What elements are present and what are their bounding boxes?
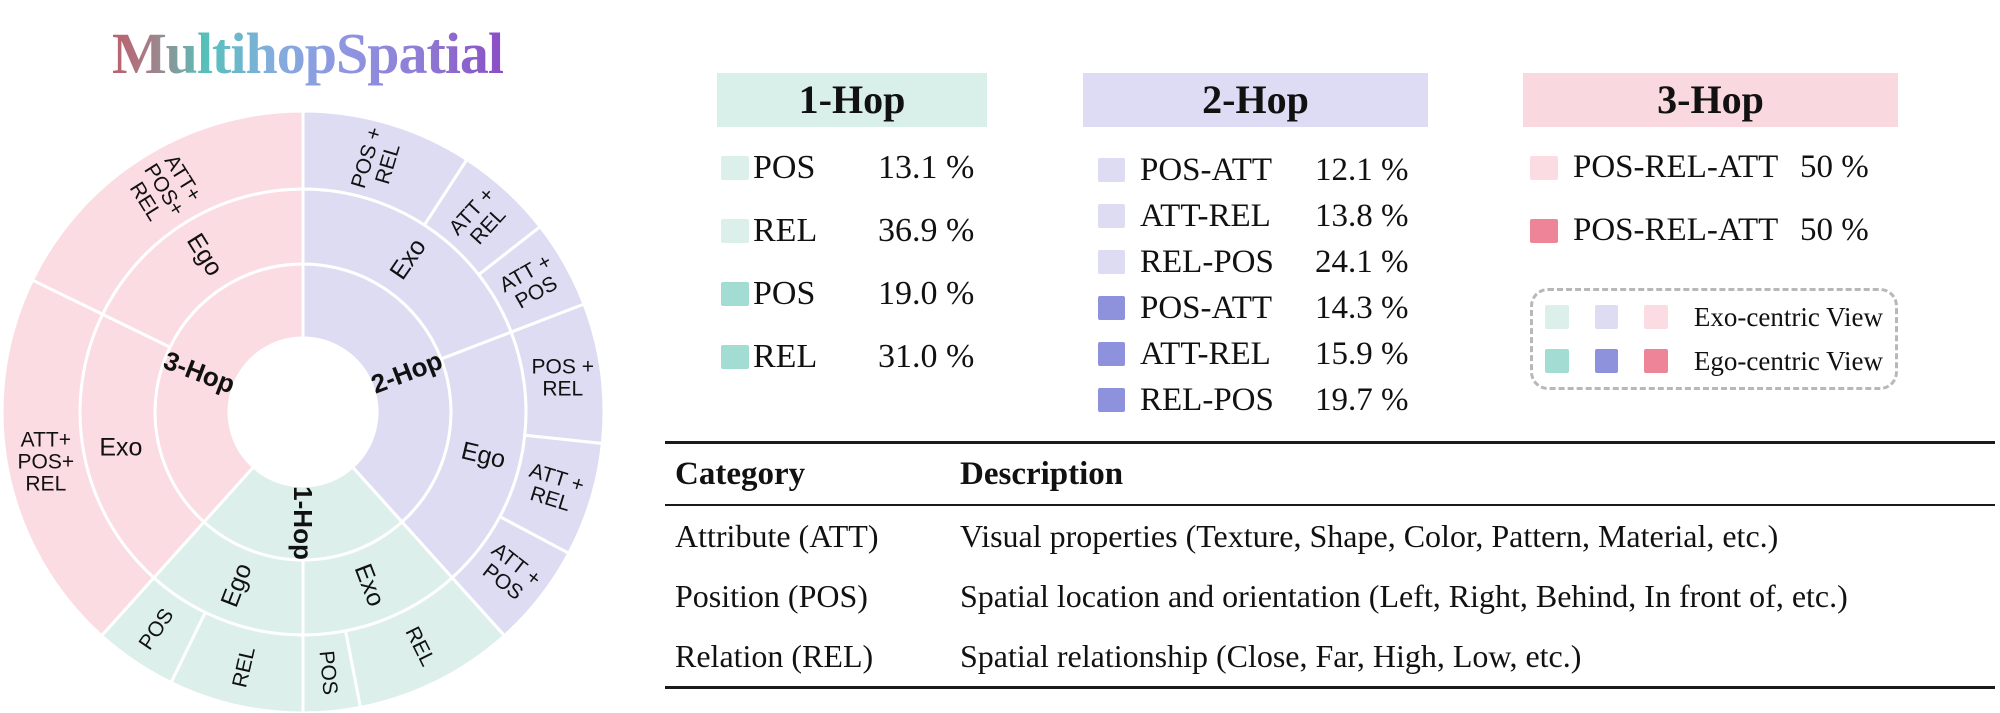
legend-item-label: REL-POS — [1140, 243, 1274, 280]
legend-item: REL 36.9 % — [717, 199, 974, 262]
color-swatch — [1098, 204, 1125, 228]
legend-item-label: ATT-REL — [1140, 335, 1271, 372]
exo-lavender-swatch — [1594, 305, 1619, 329]
ego-rose-swatch — [1644, 349, 1668, 373]
legend-item: ATT-REL 13.8 % — [1083, 193, 1409, 239]
sunburst-3-hop-exo-label: Exo — [99, 433, 142, 461]
legend-header-2hop: 2-Hop — [1083, 73, 1428, 127]
legend-item-label: POS-ATT — [1140, 289, 1273, 326]
legend-item-value: 15.9 % — [1315, 335, 1409, 372]
sunburst-2-hop-ego-pos-rel-label: POS + REL — [532, 355, 594, 400]
legend-item-value: 12.1 % — [1315, 151, 1409, 188]
table-row: Relation (REL) Spatial relationship (Clo… — [665, 626, 1995, 686]
legend-item-value: 19.7 % — [1315, 381, 1409, 418]
legend-item: ATT-REL 15.9 % — [1083, 331, 1409, 377]
legend-item: REL-POS 19.7 % — [1083, 377, 1409, 423]
legend-item-label: POS-REL-ATT — [1573, 149, 1779, 185]
exo-mint-swatch — [1545, 305, 1569, 329]
legend-item-label: REL — [753, 211, 818, 249]
ego-teal-swatch — [1545, 349, 1569, 373]
legend-item: POS-ATT 14.3 % — [1083, 285, 1409, 331]
legend-item-label: POS-REL-ATT — [1573, 212, 1779, 248]
legend-item-label: POS — [753, 148, 816, 186]
color-swatch — [1098, 388, 1125, 412]
legend-item-value: 24.1 % — [1315, 243, 1409, 280]
table-rule-header — [665, 504, 1995, 506]
legend-item-value: 31.0 % — [878, 337, 975, 375]
legend-item-label: ATT-REL — [1140, 197, 1271, 234]
table-cell-category: Attribute (ATT) — [675, 518, 879, 554]
color-swatch — [1098, 342, 1125, 366]
color-swatch — [1098, 296, 1125, 320]
view-legend-label: Ego-centric View — [1693, 345, 1883, 376]
legend-item-label: POS-ATT — [1140, 151, 1273, 188]
view-legend-row-ego: Ego-centric View — [1545, 339, 1883, 383]
ego-periwinkle-swatch — [1594, 349, 1619, 373]
table-cell-description: Visual properties (Texture, Shape, Color… — [960, 518, 1779, 554]
sunburst-3-hop-ego-att-pos-rel — [30, 109, 305, 317]
table-header-description: Description — [960, 456, 1124, 492]
exo-pink-swatch — [1644, 305, 1668, 329]
table-cell-category: Position (POS) — [675, 578, 868, 614]
legend-header-3hop: 3-Hop — [1523, 73, 1898, 127]
color-swatch — [1530, 155, 1558, 180]
color-swatch — [721, 281, 749, 306]
table-cell-category: Relation (REL) — [675, 638, 874, 674]
sunburst-1-hop-exo-pos-label: POS — [315, 650, 342, 696]
category-table: Category Description Attribute (ATT) Vis… — [665, 441, 1995, 689]
legend-item: POS 19.0 % — [717, 262, 974, 325]
legend-item-value: 36.9 % — [878, 211, 975, 249]
legend-item-value: 13.8 % — [1315, 197, 1409, 234]
legend-header-1hop: 1-Hop — [717, 73, 987, 127]
table-row: Attribute (ATT) Visual properties (Textu… — [665, 506, 1995, 566]
color-swatch — [721, 155, 749, 180]
color-swatch — [721, 218, 749, 243]
legend-item-value: 19.0 % — [878, 274, 975, 312]
view-legend-box: Exo-centric View Ego-centric View — [1530, 288, 1898, 390]
view-legend-row-exo: Exo-centric View — [1545, 295, 1883, 339]
legend-item-label: POS — [753, 274, 816, 312]
legend-item: POS-ATT 12.1 % — [1083, 147, 1409, 193]
page-title: MultihopSpatial — [85, 20, 530, 87]
legend-item-label: REL-POS — [1140, 381, 1274, 418]
table-row: Position (POS) Spatial location and orie… — [665, 566, 1995, 626]
color-swatch — [1098, 250, 1125, 274]
legend-item-value: 50 % — [1800, 212, 1869, 248]
table-header-row: Category Description — [665, 444, 1995, 504]
legend-item-value: 14.3 % — [1315, 289, 1409, 326]
table-header-category: Category — [675, 456, 806, 492]
table-rule-top — [665, 441, 1995, 444]
legend-item-value: 13.1 % — [878, 148, 975, 186]
legend-item: REL 31.0 % — [717, 325, 974, 388]
table-rule-bottom — [665, 686, 1995, 689]
legend-item-label: REL — [753, 337, 818, 375]
color-swatch — [1098, 158, 1125, 182]
color-swatch — [1530, 218, 1558, 243]
sunburst-1-hop-label: 1-Hop — [288, 486, 318, 560]
legend-item: POS-REL-ATT 50 % — [1523, 136, 1869, 199]
legend-item: REL-POS 24.1 % — [1083, 239, 1409, 285]
sunburst-3-hop-exo-att-pos-rel-label: ATT+ POS+ REL — [18, 428, 75, 495]
legend-item-value: 50 % — [1800, 149, 1869, 185]
table-cell-description: Spatial relationship (Close, Far, High, … — [960, 638, 1582, 674]
color-swatch — [721, 344, 749, 369]
table-cell-description: Spatial location and orientation (Left, … — [960, 578, 1848, 614]
legend-item: POS-REL-ATT 50 % — [1523, 199, 1869, 262]
legend-item: POS 13.1 % — [717, 136, 974, 199]
view-legend-label: Exo-centric View — [1693, 301, 1883, 332]
